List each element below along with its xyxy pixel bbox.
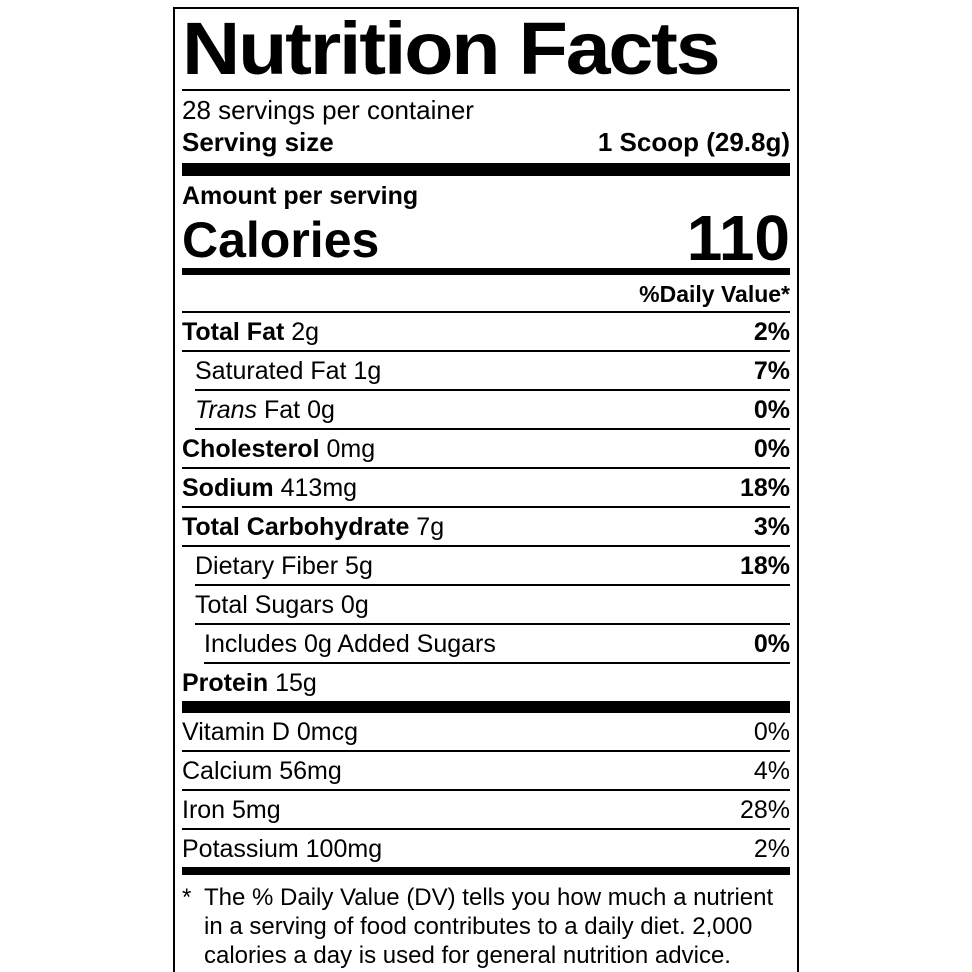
nutrient-dv: 18% <box>739 551 790 580</box>
calories-label: Calories <box>182 212 380 268</box>
title-rule <box>182 89 790 91</box>
serving-size-row: Serving size 1 Scoop (29.8g) <box>182 124 790 163</box>
serving-size-label: Serving size <box>182 127 334 157</box>
micronutrient-name: Potassium 100mg <box>182 834 383 863</box>
nutrient-row-added-sugars: Includes 0g Added Sugars 0% <box>204 625 790 664</box>
nutrient-name: Cholesterol <box>182 434 320 463</box>
micronutrient-dv: 28% <box>739 795 790 824</box>
micronutrient-row-vitamin-d: Vitamin D 0mcg 0% <box>182 713 790 752</box>
nutrient-name: Total Carbohydrate <box>182 512 410 541</box>
nutrient-dv: 18% <box>739 473 790 502</box>
amount-per-serving-label: Amount per serving <box>182 182 419 210</box>
nutrient-text: Saturated Fat 1g <box>195 358 381 384</box>
nutrient-amount: Saturated Fat 1g <box>195 356 382 385</box>
footnote-text: The % Daily Value (DV) tells you how muc… <box>204 884 774 969</box>
nutrient-dv: 0% <box>753 395 790 424</box>
nutrition-facts-label: Nutrition Facts 28 servings per containe… <box>173 7 799 972</box>
micronutrient-row-calcium: Calcium 56mg 4% <box>182 752 790 791</box>
micronutrient-name: Calcium 56mg <box>182 756 342 785</box>
nutrient-amount: Dietary Fiber 5g <box>195 551 373 580</box>
nutrient-dv: 0% <box>753 629 790 658</box>
nutrient-text: Total Sugars 0g <box>195 592 369 618</box>
nutrient-amount: Total Sugars 0g <box>195 590 369 619</box>
serving-size-value: 1 Scoop (29.8g) <box>597 127 790 157</box>
nutrient-name: Total Fat <box>182 317 285 346</box>
micronutrient-name: Iron 5mg <box>182 795 281 824</box>
label-title: Nutrition Facts <box>182 7 721 90</box>
medium-divider-bar <box>182 268 790 275</box>
nutrient-name: Protein <box>182 668 269 697</box>
nutrient-text: Dietary Fiber 5g <box>195 553 373 579</box>
nutrient-row-total-sugars: Total Sugars 0g <box>195 586 790 625</box>
servings-per-container: 28 servings per container <box>182 95 474 125</box>
nutrient-row-saturated-fat: Saturated Fat 1g 7% <box>195 352 790 391</box>
nutrient-row-trans-fat: Trans Fat 0g 0% <box>195 391 790 430</box>
nutrient-name: Sodium <box>182 473 274 502</box>
nutrient-text: Includes 0g Added Sugars <box>204 631 496 657</box>
bottom-divider-bar <box>182 867 790 875</box>
nutrient-text: Total Carbohydrate 7g <box>182 514 444 540</box>
nutrient-dv: 3% <box>753 512 790 541</box>
nutrient-amount: 7g <box>409 512 445 541</box>
nutrient-row-total-carbohydrate: Total Carbohydrate 7g 3% <box>182 508 790 547</box>
nutrient-amount: 15g <box>268 668 317 697</box>
micronutrient-row-iron: Iron 5mg 28% <box>182 791 790 830</box>
nutrient-row-sodium: Sodium 413mg 18% <box>182 469 790 508</box>
nutrient-row-protein: Protein 15g <box>182 664 790 701</box>
nutrient-amount: 2g <box>284 317 320 346</box>
micronutrient-dv: 0% <box>753 717 790 746</box>
nutrient-text: Protein 15g <box>182 670 317 696</box>
nutrient-amount: 413mg <box>273 473 358 502</box>
micronutrient-dv: 2% <box>753 834 790 863</box>
daily-value-footnote: * The % Daily Value (DV) tells you how m… <box>182 875 790 972</box>
footnote-asterisk: * <box>182 884 192 911</box>
nutrient-name-italic: Trans <box>195 395 258 424</box>
nutrient-amount: Includes 0g Added Sugars <box>204 629 496 658</box>
nutrient-amount: Fat 0g <box>257 395 335 424</box>
nutrient-dv: 2% <box>753 317 790 346</box>
nutrient-row-cholesterol: Cholesterol 0mg 0% <box>182 430 790 469</box>
nutrient-amount: 0mg <box>319 434 376 463</box>
micronutrient-row-potassium: Potassium 100mg 2% <box>182 830 790 867</box>
micronutrient-dv: 4% <box>753 756 790 785</box>
daily-value-header: %Daily Value* <box>182 275 790 313</box>
nutrient-row-dietary-fiber: Dietary Fiber 5g 18% <box>195 547 790 586</box>
nutrient-text: Trans Fat 0g <box>195 397 335 423</box>
nutrient-dv: 7% <box>753 356 790 385</box>
micronutrient-name: Vitamin D 0mcg <box>182 717 358 746</box>
nutrient-dv: 0% <box>753 434 790 463</box>
calories-value: 110 <box>686 202 790 274</box>
nutrient-text: Cholesterol 0mg <box>182 436 375 462</box>
nutrient-text: Sodium 413mg <box>182 475 357 501</box>
nutrient-text: Total Fat 2g <box>182 319 319 345</box>
calories-row: Calories 110 <box>182 202 790 274</box>
nutrient-row-total-fat: Total Fat 2g 2% <box>182 313 790 352</box>
thick-divider-bar <box>182 163 790 176</box>
thick-divider-bar <box>182 701 790 713</box>
